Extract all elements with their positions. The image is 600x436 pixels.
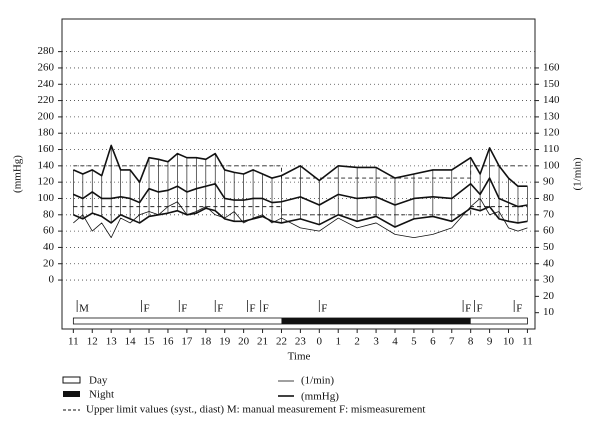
- y-tick-label: 60: [43, 225, 55, 237]
- legend-label: Day: [89, 375, 108, 387]
- marker-label: F: [476, 303, 482, 315]
- y-tick-label: 220: [38, 94, 55, 106]
- y2-tick-label: 20: [543, 290, 555, 302]
- legend-label: (mmHg): [301, 391, 339, 403]
- y-tick-label: 140: [38, 159, 55, 171]
- x-tick-label: 22: [276, 336, 287, 348]
- x-tick-label: 16: [162, 336, 174, 348]
- x-tick-label: 14: [125, 336, 137, 348]
- y2-tick-label: 140: [543, 94, 560, 106]
- x-tick-label: 15: [144, 336, 156, 348]
- x-tick-label: 5: [411, 336, 417, 348]
- legend-label: Upper limit values (syst., diast) M: man…: [86, 404, 425, 416]
- x-tick-label: 11: [68, 336, 79, 348]
- marker-label: F: [321, 303, 327, 315]
- x-tick-label: 6: [430, 336, 436, 348]
- y-tick-label: 100: [38, 192, 55, 204]
- x-tick-label: 2: [354, 336, 360, 348]
- x-tick-label: 20: [238, 336, 250, 348]
- marker-label: F: [217, 303, 223, 315]
- y-tick-label: 260: [38, 61, 55, 73]
- x-tick-label: 19: [219, 336, 231, 348]
- x-tick-label: 21: [257, 336, 268, 348]
- y2-tick-label: 10: [543, 306, 555, 318]
- y-axis-label: (mmHg): [12, 155, 24, 193]
- x-tick-label: 13: [106, 336, 118, 348]
- legend-day-swatch: [62, 376, 81, 384]
- legend: Day Night (1/min) (mmHg) Upper limit val…: [62, 375, 425, 416]
- y2-tick-label: 40: [543, 257, 555, 269]
- x-tick-label: 0: [317, 336, 323, 348]
- y-tick-label: 160: [38, 143, 55, 155]
- x-tick-label: 17: [181, 336, 193, 348]
- y2-axis-label: (1/min): [572, 157, 584, 190]
- x-tick-label: 12: [87, 336, 98, 348]
- x-axis-label: Time: [288, 351, 311, 363]
- marker-label: M: [79, 303, 89, 315]
- y2-tick-label: 110: [543, 143, 560, 155]
- y2-tick-label: 50: [543, 241, 555, 253]
- y2-tick-label: 80: [543, 192, 555, 204]
- legend-night-swatch: [63, 391, 80, 397]
- y-tick-label: 240: [38, 78, 55, 90]
- marker-label: F: [181, 303, 187, 315]
- y2-tick-label: 100: [543, 159, 560, 171]
- marker-label: F: [263, 303, 269, 315]
- y2-tick-label: 160: [543, 61, 560, 73]
- y2-tick-label: 90: [543, 176, 555, 188]
- y2-tick-label: 60: [543, 225, 555, 237]
- marker-label: F: [249, 303, 255, 315]
- marker-label: F: [516, 303, 522, 315]
- x-tick-label: 10: [503, 336, 515, 348]
- y-tick-label: 20: [43, 257, 55, 269]
- y2-tick-label: 120: [543, 127, 560, 139]
- heart-rate-line: [73, 198, 528, 239]
- x-tick-label: 9: [487, 336, 493, 348]
- x-tick-label: 1: [335, 336, 341, 348]
- x-tick-label: 4: [392, 336, 398, 348]
- x-tick-label: 18: [200, 336, 212, 348]
- night-bar: [281, 318, 471, 324]
- y2-tick-label: 130: [543, 110, 560, 122]
- y2-tick-label: 30: [543, 274, 555, 286]
- legend-label: (1/min): [301, 375, 334, 387]
- y-tick-label: 280: [38, 45, 55, 57]
- plot-frame: [61, 18, 536, 330]
- x-tick-label: 23: [295, 336, 307, 348]
- pressure-line: [73, 144, 528, 188]
- x-tick-label: 11: [522, 336, 533, 348]
- y-tick-label: 120: [38, 176, 55, 188]
- y-tick-label: 180: [38, 127, 55, 139]
- x-tick-label: 7: [449, 336, 455, 348]
- x-tick-label: 8: [468, 336, 474, 348]
- y2-tick-label: 70: [543, 208, 555, 220]
- y-tick-label: 200: [38, 110, 55, 122]
- x-tick-label: 3: [373, 336, 379, 348]
- y-tick-label: 0: [49, 274, 55, 286]
- y-tick-label: 80: [43, 208, 55, 220]
- legend-label: Night: [89, 389, 114, 401]
- pressure-line: [73, 177, 528, 208]
- y-tick-label: 40: [43, 241, 55, 253]
- y2-tick-label: 150: [543, 78, 560, 90]
- marker-label: F: [465, 303, 471, 315]
- marker-label: F: [143, 303, 149, 315]
